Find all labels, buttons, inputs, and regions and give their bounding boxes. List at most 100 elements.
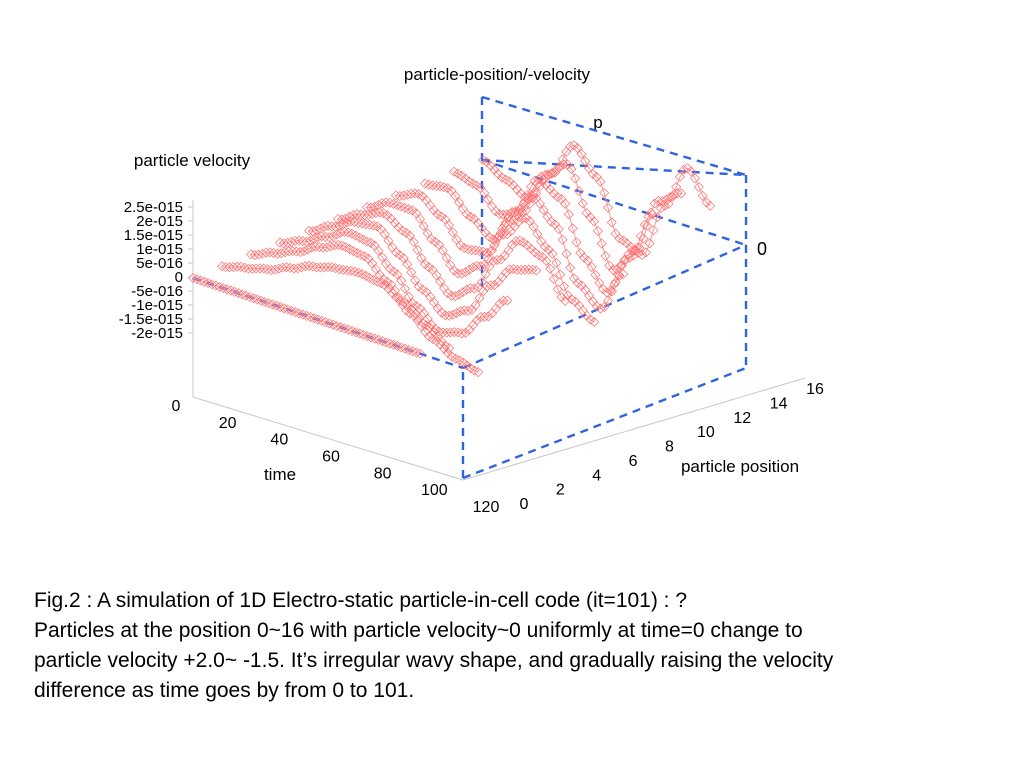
figure-caption: Fig.2 : A simulation of 1D Electro-stati… (34, 586, 1014, 706)
series-point (247, 263, 258, 274)
series-point (431, 270, 442, 281)
series-point (580, 285, 591, 296)
series-point (241, 290, 252, 301)
series-point (368, 220, 379, 231)
z-tick-label: -5e-016 (131, 283, 183, 300)
series-point (253, 249, 264, 260)
series-point (566, 163, 577, 174)
series-point (458, 357, 469, 368)
series-point (541, 255, 552, 266)
series-point (431, 180, 442, 191)
series-point (529, 247, 540, 258)
series-point (618, 235, 629, 246)
series-point (558, 281, 569, 292)
series-point (388, 339, 399, 350)
series-point (586, 261, 597, 272)
series-point (483, 194, 494, 205)
series-point (527, 264, 538, 275)
series-point (282, 304, 293, 315)
box-bottom-front-edge (462, 366, 747, 480)
series-point (682, 163, 693, 174)
series-point (310, 241, 321, 252)
series-point (456, 328, 467, 339)
series-point (450, 291, 461, 302)
series-point (638, 233, 649, 244)
series-point (349, 266, 360, 277)
series-point (595, 303, 606, 314)
z-tick-label: -1e-015 (131, 297, 183, 314)
series-point (587, 296, 598, 307)
series-point (295, 247, 306, 258)
series-lines (188, 140, 716, 378)
series-point (435, 181, 446, 192)
series-point (455, 240, 466, 251)
series-point (412, 315, 423, 326)
series-point (478, 246, 489, 257)
series-point (502, 229, 513, 240)
series-point (474, 245, 485, 256)
series-point (379, 229, 390, 240)
series-point (415, 348, 426, 359)
series-point (569, 273, 580, 284)
series-point (449, 265, 460, 276)
series-point (652, 212, 663, 223)
z-tick-label: 2.5e-015 (124, 199, 183, 216)
series-point (531, 265, 542, 276)
series-point (568, 140, 579, 151)
series-point (410, 275, 421, 286)
series-point (430, 236, 441, 247)
series-point (347, 326, 358, 337)
series-point (373, 334, 384, 345)
series-point (516, 265, 527, 275)
series-point (321, 242, 332, 253)
series-point (488, 234, 499, 245)
box-plane-top-edge (481, 158, 747, 177)
x-axis-line (192, 396, 464, 481)
series-point (393, 292, 404, 303)
series-point (676, 188, 687, 199)
series-point (362, 236, 373, 247)
series-point (315, 223, 326, 234)
series-point (287, 245, 298, 256)
series-point (640, 247, 651, 258)
series-point (290, 235, 301, 246)
series-point (264, 247, 275, 258)
series-point (451, 308, 462, 319)
series-line (192, 277, 421, 355)
series-point (329, 240, 340, 251)
series-point (595, 176, 606, 187)
series-point (305, 235, 316, 246)
z-tick-label: 5e-016 (136, 255, 183, 272)
series-point (629, 245, 640, 256)
series-point (357, 218, 368, 229)
series-point (567, 223, 578, 234)
series-point (466, 244, 477, 255)
series-point (319, 262, 330, 273)
series-line (453, 164, 682, 271)
series-point (312, 232, 323, 243)
series-point (258, 263, 269, 274)
series-point (335, 227, 346, 238)
series-point (459, 305, 470, 316)
series-point (459, 243, 470, 254)
series-point (587, 169, 598, 179)
series-point (693, 181, 704, 192)
series-point (225, 285, 236, 296)
series-point (292, 263, 303, 274)
series-point (512, 264, 523, 275)
series-point (214, 281, 225, 292)
series-point (262, 264, 273, 275)
series-point (449, 327, 460, 338)
series-point (353, 267, 364, 278)
series-point (396, 342, 407, 353)
series-point (312, 314, 323, 325)
series-point (545, 263, 556, 274)
series-point (341, 265, 352, 276)
series-point (256, 295, 267, 306)
y-axis-label: particle position (681, 457, 799, 476)
series-point (634, 242, 645, 253)
series-point (508, 263, 519, 274)
series-point (454, 197, 465, 208)
series-point (285, 262, 296, 273)
series-point (511, 236, 522, 247)
